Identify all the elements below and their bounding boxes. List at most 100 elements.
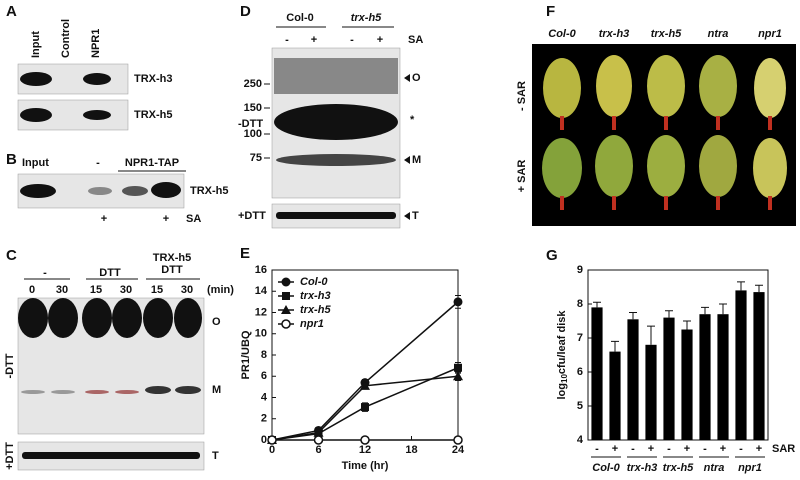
point	[453, 435, 463, 445]
y-axis-label-part: 10	[560, 374, 569, 383]
bar	[609, 351, 621, 440]
panel-label: B	[6, 151, 17, 168]
bar	[627, 319, 639, 440]
series-line	[271, 375, 459, 441]
panel-label: G	[546, 247, 558, 264]
marker-ticks	[264, 83, 270, 159]
panel-label: F	[546, 3, 555, 20]
treatment-label: -	[350, 34, 354, 46]
band	[20, 184, 56, 198]
treatment-label: +	[311, 34, 317, 46]
line-label: trx-h3	[599, 28, 630, 40]
blot-bands	[274, 58, 398, 166]
band-label: *	[410, 114, 415, 126]
leaves	[542, 55, 787, 210]
legend-marker	[282, 292, 290, 300]
time-label: 30	[56, 284, 68, 296]
y-tick-label: 4	[261, 391, 268, 403]
condition-label: - SAR	[516, 81, 528, 111]
x-tick-label: -	[631, 443, 635, 455]
y-tick-label: 4	[577, 434, 584, 446]
band-label: M	[212, 384, 221, 396]
x-tick-label: -	[703, 443, 707, 455]
group-label: trx-h3	[627, 462, 658, 474]
bar	[681, 329, 693, 440]
category-axis-label: SAR	[772, 443, 795, 455]
point	[453, 371, 463, 381]
y-tick-label: 6	[577, 366, 583, 378]
point	[453, 297, 463, 307]
error-bar	[701, 306, 709, 315]
y-tick-label: 8	[261, 349, 267, 361]
bar	[735, 290, 747, 440]
y-tick-label: 16	[255, 264, 267, 276]
y-axis-label-part: cfu/leaf disk	[556, 310, 568, 374]
line-label: Col-0	[548, 28, 576, 40]
band-label: M	[412, 154, 421, 166]
legend-label: npr1	[300, 318, 324, 330]
panel-label: E	[240, 245, 250, 262]
y-tick-label: 5	[577, 400, 583, 412]
group-label: npr1	[738, 462, 762, 474]
band	[83, 73, 111, 85]
error-bar	[665, 310, 673, 318]
error-bar	[683, 320, 691, 330]
legend-label: trx-h3	[300, 290, 331, 302]
x-tick-label: -	[595, 443, 599, 455]
group-label: trx-h5	[663, 462, 694, 474]
condition-label: -DTT	[238, 118, 263, 130]
y-axis-label: log10cfu/leaf disk	[556, 310, 569, 400]
x-tick-label: 6	[315, 444, 321, 456]
bar	[591, 307, 603, 440]
x-tick-label: +	[612, 443, 618, 455]
line-label: ntra	[708, 28, 729, 40]
condition-label: +DTT	[238, 210, 266, 222]
x-tick-label: 24	[452, 444, 465, 456]
band	[83, 110, 111, 120]
x-axis-label: Time (hr)	[342, 460, 389, 472]
arrow	[404, 156, 410, 164]
lane-label: Input	[22, 157, 49, 169]
band-label: O	[212, 316, 221, 328]
time-label: 15	[151, 284, 163, 296]
panel-label: A	[6, 3, 17, 20]
group-label: TRX-h5	[153, 252, 192, 264]
bar	[663, 317, 675, 440]
error-bar	[755, 284, 763, 293]
size-marker: 75	[250, 152, 262, 164]
band	[20, 72, 52, 86]
line-label: Col-0	[286, 12, 314, 24]
group-label: DTT	[161, 264, 183, 276]
column-label: Input	[30, 31, 42, 58]
treatment-label: SA	[186, 213, 201, 225]
band	[276, 212, 396, 219]
band-label: T	[412, 210, 419, 222]
x-tick-label: 12	[359, 444, 371, 456]
group-label: -	[43, 267, 47, 279]
time-label: 30	[181, 284, 193, 296]
bar	[753, 292, 765, 440]
row-label: TRX-h5	[134, 109, 173, 121]
column-label: NPR1	[90, 29, 102, 58]
band-label: O	[412, 72, 421, 84]
line-label: trx-h5	[651, 28, 682, 40]
series-line	[271, 301, 459, 441]
y-tick-label: 6	[261, 370, 267, 382]
y-axis-label: PR1/UBQ	[240, 330, 252, 379]
y-tick-label: 14	[255, 285, 268, 297]
lane-label: -	[96, 157, 100, 169]
condition-label: + SAR	[516, 160, 528, 193]
panel-label: C	[6, 247, 17, 264]
y-tick-label: 8	[577, 298, 583, 310]
legend-label: trx-h5	[300, 304, 331, 316]
condition-label: -DTT	[4, 353, 16, 378]
x-tick-label: 0	[269, 444, 275, 456]
bar	[717, 314, 729, 440]
x-tick-label: +	[720, 443, 726, 455]
y-tick-label: 12	[255, 306, 267, 318]
treatment-label: SA	[408, 34, 423, 46]
time-label: 0	[29, 284, 35, 296]
treatment-label: +	[377, 34, 383, 46]
time-label: 15	[90, 284, 102, 296]
lane-label: NPR1-TAP	[125, 157, 179, 169]
